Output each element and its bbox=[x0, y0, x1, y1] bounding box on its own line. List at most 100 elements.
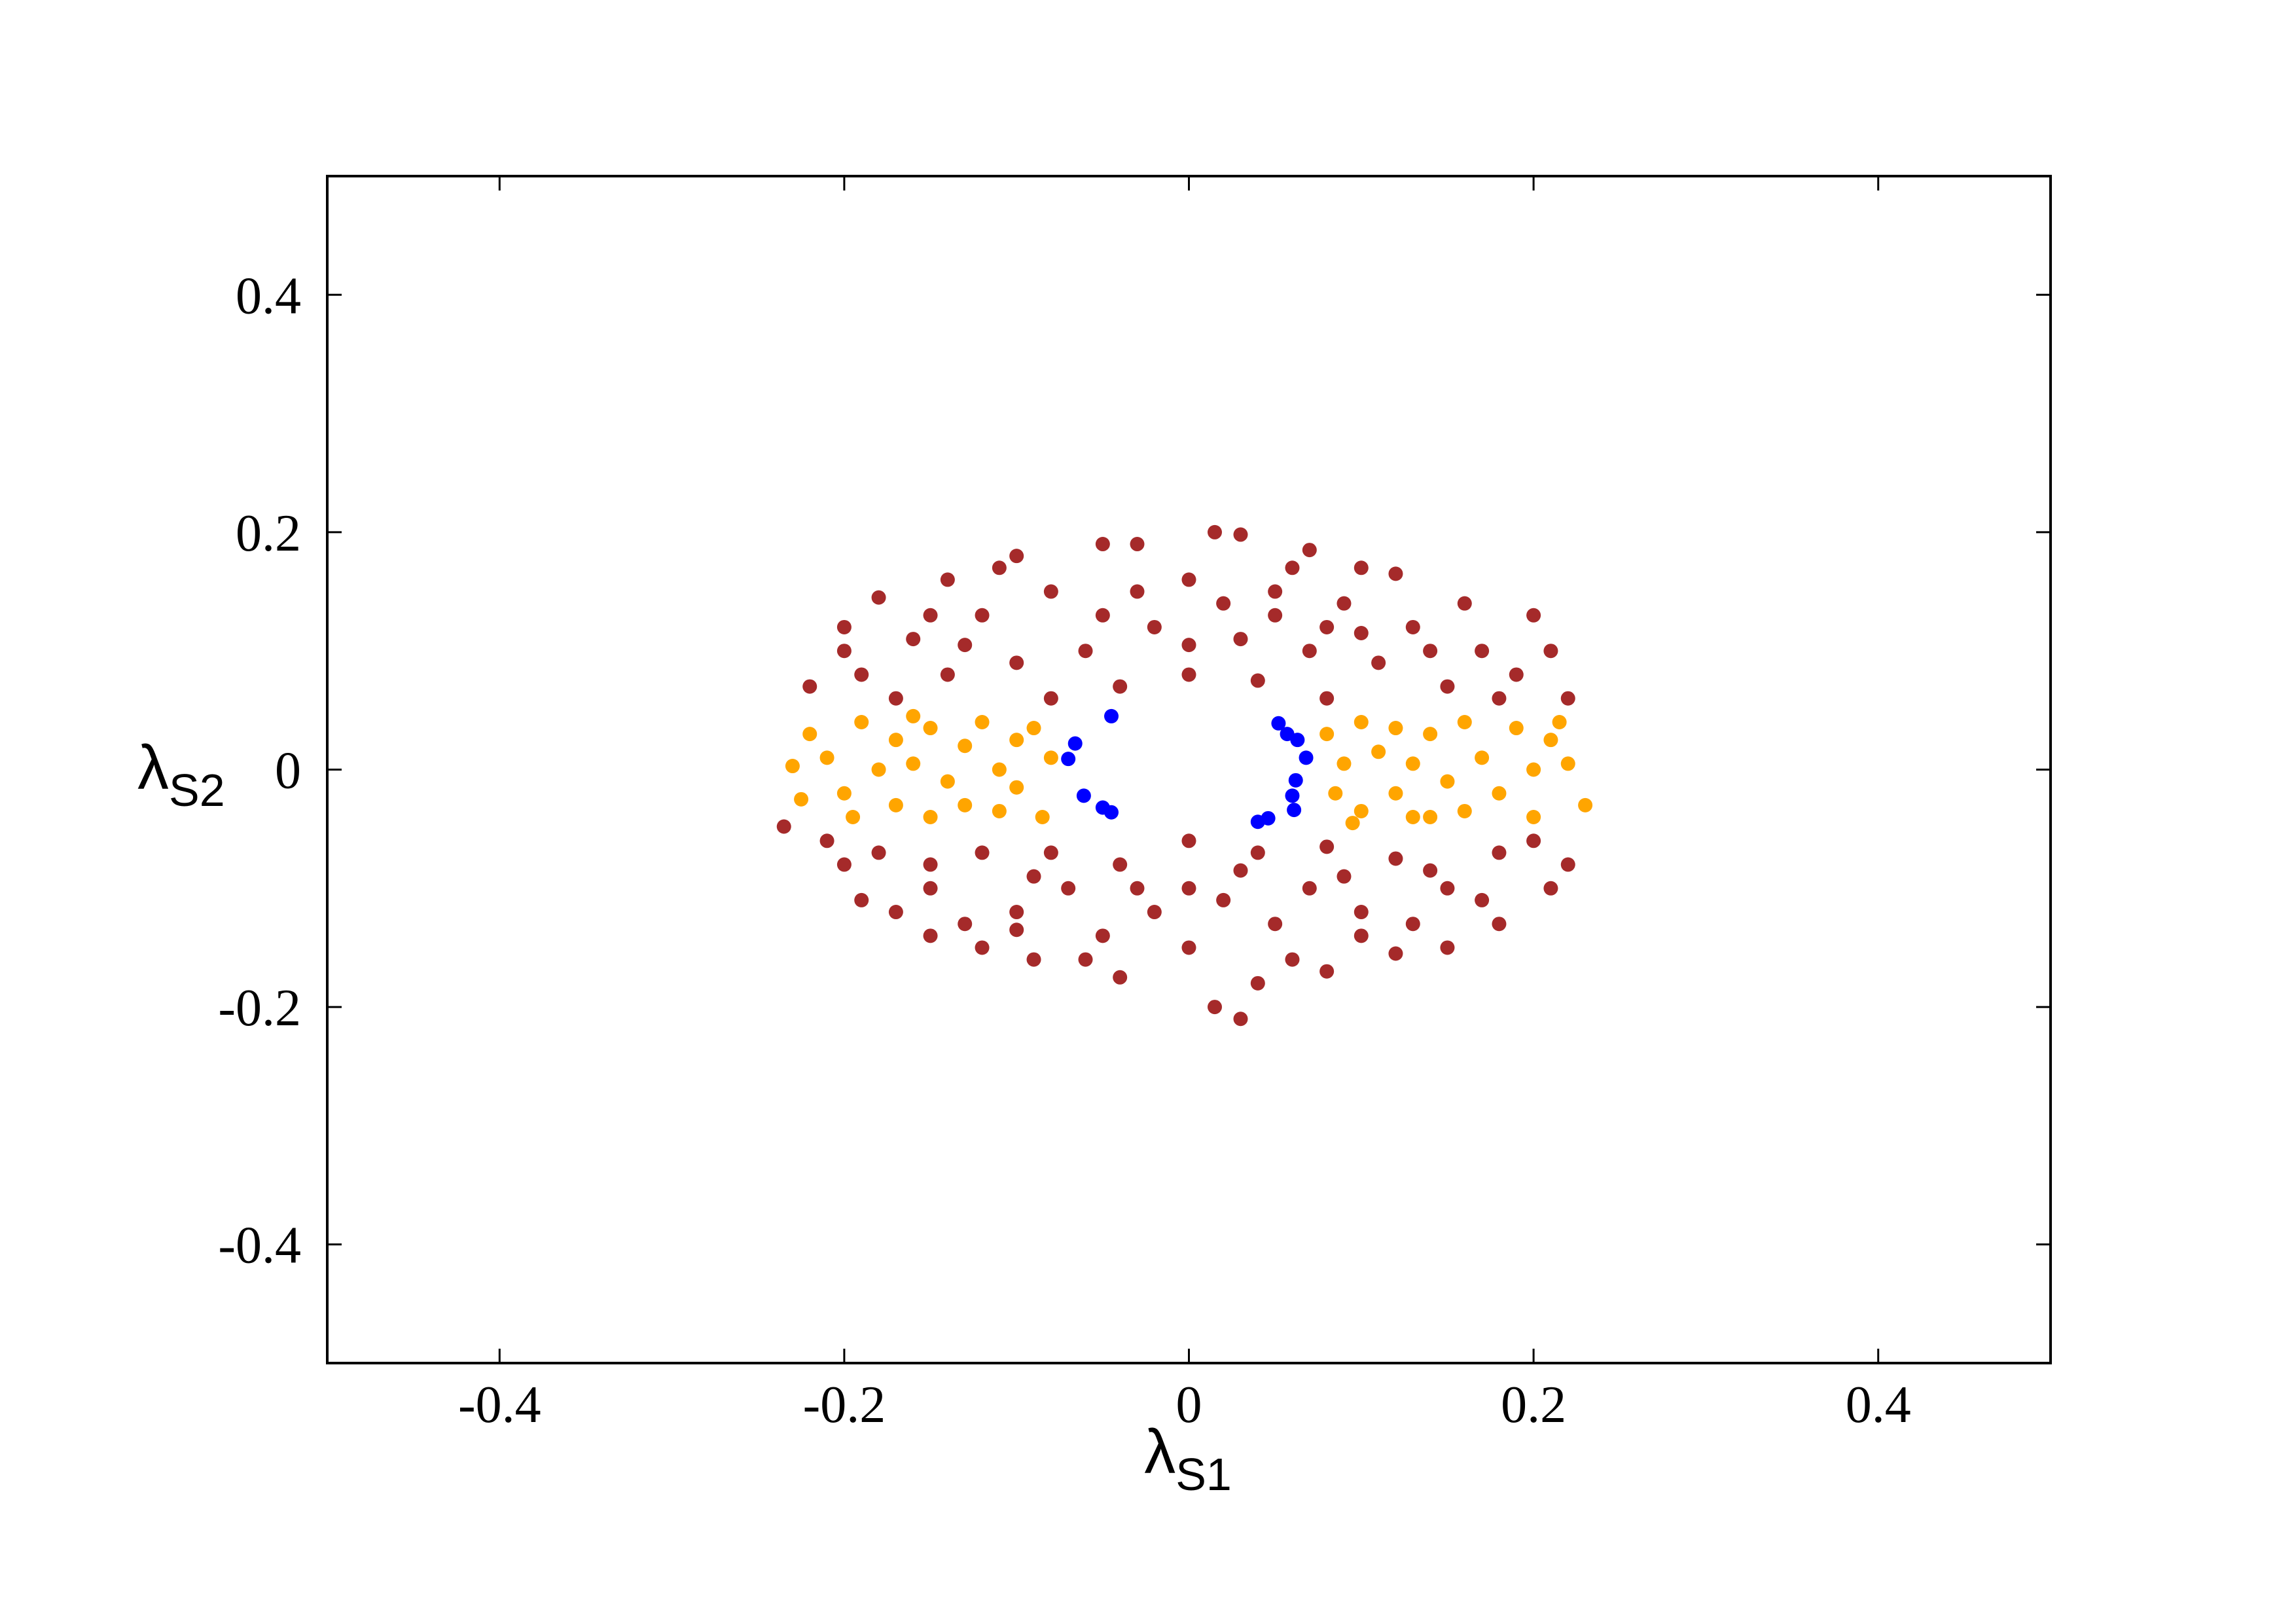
scatter-point bbox=[1302, 881, 1317, 896]
scatter-point bbox=[854, 667, 869, 682]
scatter-point bbox=[1130, 584, 1145, 599]
y-axis-subscript: S2 bbox=[169, 765, 225, 816]
scatter-point bbox=[1388, 786, 1403, 801]
y-tick-label: -0.2 bbox=[218, 979, 301, 1037]
scatter-point bbox=[819, 750, 834, 765]
scatter-point bbox=[794, 792, 809, 807]
scatter-point bbox=[1526, 608, 1541, 623]
scatter-point bbox=[1095, 928, 1110, 943]
scatter-point bbox=[1268, 917, 1283, 932]
scatter-point bbox=[1405, 917, 1420, 932]
scatter-point bbox=[1233, 527, 1248, 542]
scatter-point bbox=[1552, 714, 1567, 729]
scatter-point bbox=[802, 727, 817, 742]
scatter-point bbox=[1285, 952, 1300, 967]
scatter-point bbox=[992, 560, 1007, 575]
scatter-point bbox=[1207, 1000, 1222, 1015]
scatter-point bbox=[940, 667, 955, 682]
scatter-point bbox=[888, 905, 903, 920]
scatter-point bbox=[1371, 655, 1386, 670]
scatter-point bbox=[1371, 744, 1386, 759]
scatter-point bbox=[1319, 964, 1335, 979]
scatter-point bbox=[1067, 736, 1083, 751]
scatter-point bbox=[1440, 881, 1455, 896]
scatter-point bbox=[1543, 881, 1558, 896]
scatter-point bbox=[1250, 976, 1265, 991]
scatter-point bbox=[836, 644, 852, 659]
scatter-point bbox=[819, 833, 834, 848]
scatter-point bbox=[871, 590, 886, 605]
scatter-point bbox=[1104, 708, 1119, 723]
scatter-point bbox=[1492, 845, 1507, 860]
scatter-point bbox=[975, 714, 990, 729]
scatter-point bbox=[1440, 679, 1455, 694]
scatter-point bbox=[1250, 814, 1265, 830]
scatter-point bbox=[1147, 905, 1162, 920]
x-axis-symbol: λ bbox=[1144, 1417, 1175, 1487]
scatter-point bbox=[1526, 833, 1541, 848]
scatter-point bbox=[1043, 845, 1058, 860]
scatter-point bbox=[836, 786, 852, 801]
scatter-point bbox=[923, 857, 938, 872]
scatter-point bbox=[1233, 1012, 1248, 1027]
scatter-point bbox=[1113, 679, 1128, 694]
scatter-point bbox=[836, 857, 852, 872]
scatter-point bbox=[1207, 524, 1222, 539]
scatter-point bbox=[1181, 572, 1196, 587]
scatter-point bbox=[1285, 560, 1300, 575]
scatter-point bbox=[1543, 733, 1558, 748]
scatter-point bbox=[1405, 810, 1420, 825]
scatter-point bbox=[1250, 845, 1265, 860]
scatter-point bbox=[1492, 691, 1507, 706]
scatter-point bbox=[1526, 810, 1541, 825]
scatter-point bbox=[871, 845, 886, 860]
scatter-point bbox=[958, 797, 973, 812]
scatter-point bbox=[888, 733, 903, 748]
scatter-point bbox=[1336, 869, 1352, 884]
scatter-point bbox=[1388, 851, 1403, 866]
scatter-point bbox=[958, 739, 973, 754]
y-axis-symbol: λ bbox=[137, 733, 169, 803]
scatter-point bbox=[1009, 655, 1024, 670]
scatter-point bbox=[1009, 733, 1024, 748]
scatter-point bbox=[1405, 756, 1420, 771]
scatter-point bbox=[1354, 714, 1369, 729]
scatter-point bbox=[1319, 839, 1335, 854]
scatter-point bbox=[1216, 892, 1231, 907]
scatter-point bbox=[1233, 632, 1248, 647]
scatter-point bbox=[1288, 773, 1303, 788]
scatter-point bbox=[1009, 905, 1024, 920]
x-tick-label: 0 bbox=[1176, 1376, 1202, 1434]
scatter-point bbox=[1423, 863, 1438, 878]
scatter-point bbox=[1113, 970, 1128, 985]
scatter-point bbox=[958, 917, 973, 932]
scatter-point bbox=[1181, 667, 1196, 682]
scatter-point bbox=[776, 819, 791, 834]
scatter-point bbox=[1457, 714, 1472, 729]
scatter-point bbox=[1560, 756, 1575, 771]
y-tick-label: 0.2 bbox=[236, 505, 301, 562]
scatter-point bbox=[1290, 733, 1305, 748]
scatter-point bbox=[958, 638, 973, 653]
scatter-point bbox=[1457, 803, 1472, 818]
scatter-point bbox=[1061, 881, 1076, 896]
scatter-point bbox=[1405, 619, 1420, 634]
scatter-point bbox=[1440, 774, 1455, 789]
scatter-point bbox=[1457, 596, 1472, 611]
scatter-point bbox=[1095, 537, 1110, 552]
scatter-point bbox=[1302, 543, 1317, 558]
scatter-point bbox=[1181, 940, 1196, 955]
scatter-point bbox=[1388, 566, 1403, 581]
scatter-point bbox=[1287, 803, 1302, 818]
scatter-point bbox=[906, 756, 921, 771]
scatter-point bbox=[923, 928, 938, 943]
x-tick-label: -0.2 bbox=[803, 1376, 886, 1434]
scatter-point bbox=[836, 619, 852, 634]
scatter-point bbox=[1078, 644, 1093, 659]
y-axis-label: λS2 bbox=[137, 733, 225, 816]
x-tick-label: 0.4 bbox=[1846, 1376, 1911, 1434]
y-tick-label: 0.4 bbox=[236, 267, 301, 325]
scatter-point bbox=[1268, 584, 1283, 599]
scatter-point bbox=[975, 608, 990, 623]
